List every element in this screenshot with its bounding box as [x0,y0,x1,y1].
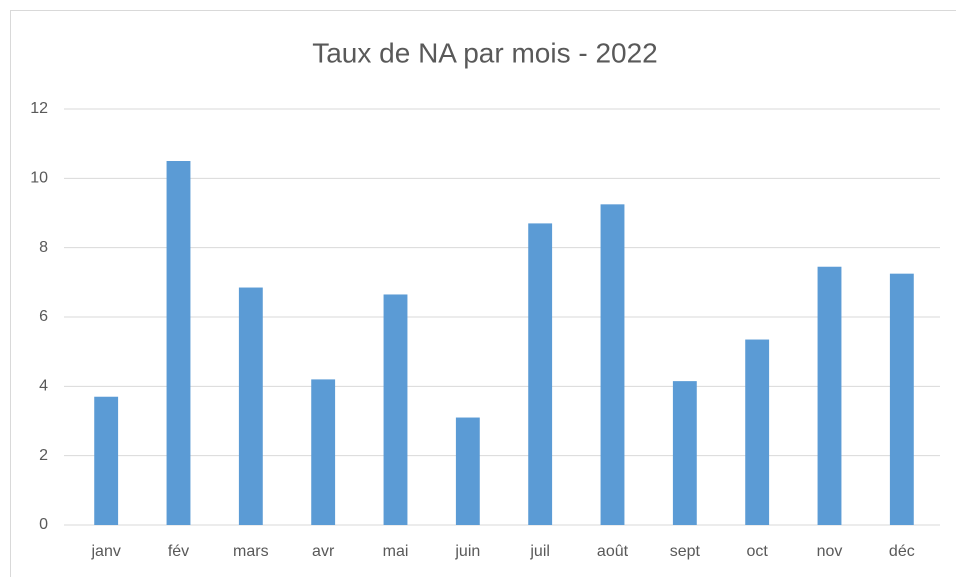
bar [889,273,914,525]
bar [672,381,697,525]
x-tick-label: mai [383,543,409,560]
x-tick-label: juin [454,543,480,560]
x-tick-label: juil [529,543,550,560]
chart-border [10,10,956,577]
y-tick-label: 4 [39,378,48,395]
bar [166,161,191,525]
bar [94,396,119,525]
y-tick-label: 0 [39,516,48,533]
bar [528,223,553,525]
x-tick-label: déc [889,543,915,560]
x-tick-label: avr [312,543,335,560]
bar [600,204,625,526]
y-tick-label: 6 [39,308,48,325]
chart-title: Taux de NA par mois - 2022 [312,37,658,68]
bar [745,339,770,525]
bar [311,379,336,525]
x-tick-label: fév [168,543,189,560]
y-tick-label: 12 [30,100,48,117]
x-tick-label: août [597,543,629,560]
x-tick-label: mars [233,543,269,560]
bar [817,266,842,525]
x-tick-label: janv [90,543,120,560]
bar [455,417,480,525]
y-tick-label: 8 [39,239,48,256]
bar [238,287,263,525]
x-tick-label: sept [670,543,701,560]
x-tick-label: oct [746,543,768,560]
x-tick-label: nov [817,543,843,560]
y-tick-label: 2 [39,447,48,464]
bar [383,294,408,525]
y-tick-label: 10 [30,170,48,187]
